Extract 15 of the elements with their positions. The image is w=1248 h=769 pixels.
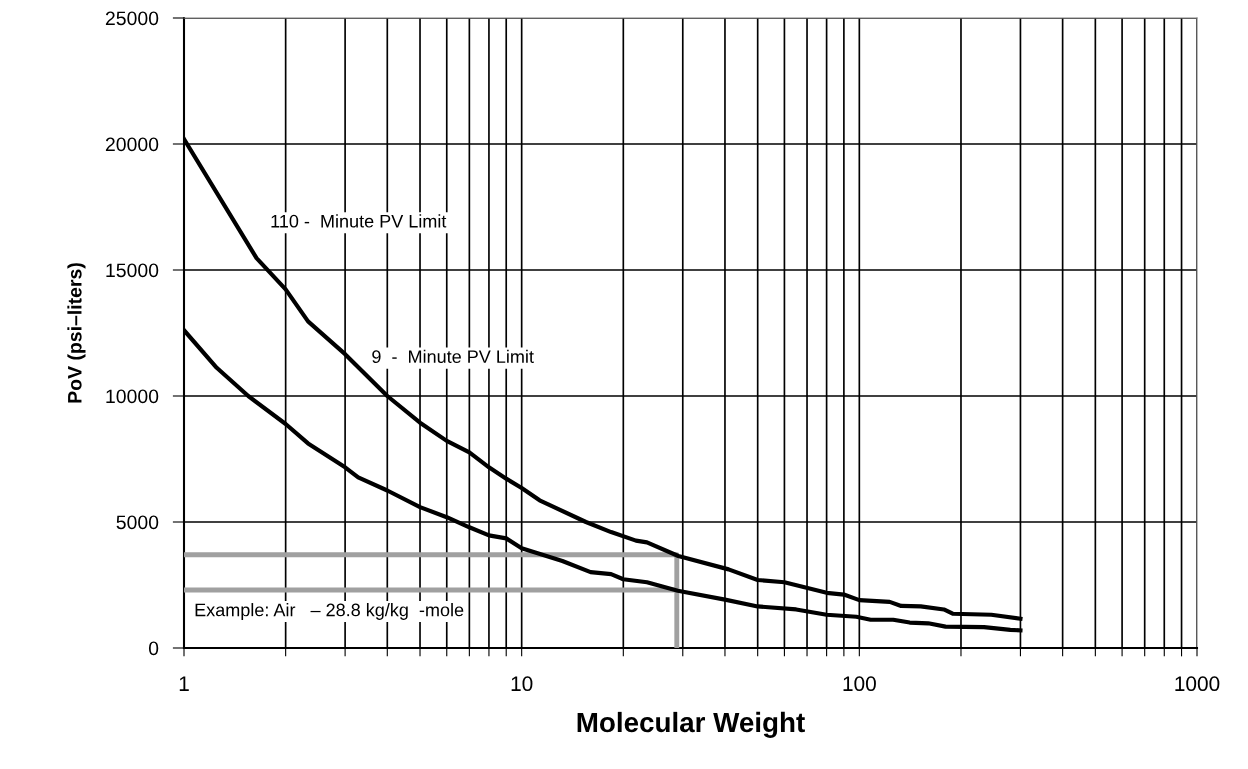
y-tick-label: 10000 bbox=[106, 389, 159, 404]
y-tick-label: 20000 bbox=[105, 137, 159, 152]
y-tick-label: 15000 bbox=[106, 263, 159, 278]
x-tick-label: 1000 bbox=[1175, 676, 1220, 692]
y-tick-label: 0 bbox=[148, 641, 159, 656]
y-tick-label: 25000 bbox=[105, 11, 159, 26]
y-axis-title: PoV (psi–liters) bbox=[67, 263, 86, 403]
annotation: 110 - Minute PV Limit bbox=[271, 214, 447, 228]
annotation: 9 - Minute PV Limit bbox=[372, 349, 534, 364]
x-tick-label: 100 bbox=[843, 676, 876, 692]
y-tick-label: 5000 bbox=[116, 515, 159, 530]
annotation: Example: Air – 28.8 kg/kg -mole bbox=[195, 603, 464, 620]
x-tick-label: 1 bbox=[179, 676, 189, 691]
x-tick-label: 10 bbox=[511, 676, 533, 692]
x-axis-title: Molecular Weight bbox=[577, 711, 805, 738]
